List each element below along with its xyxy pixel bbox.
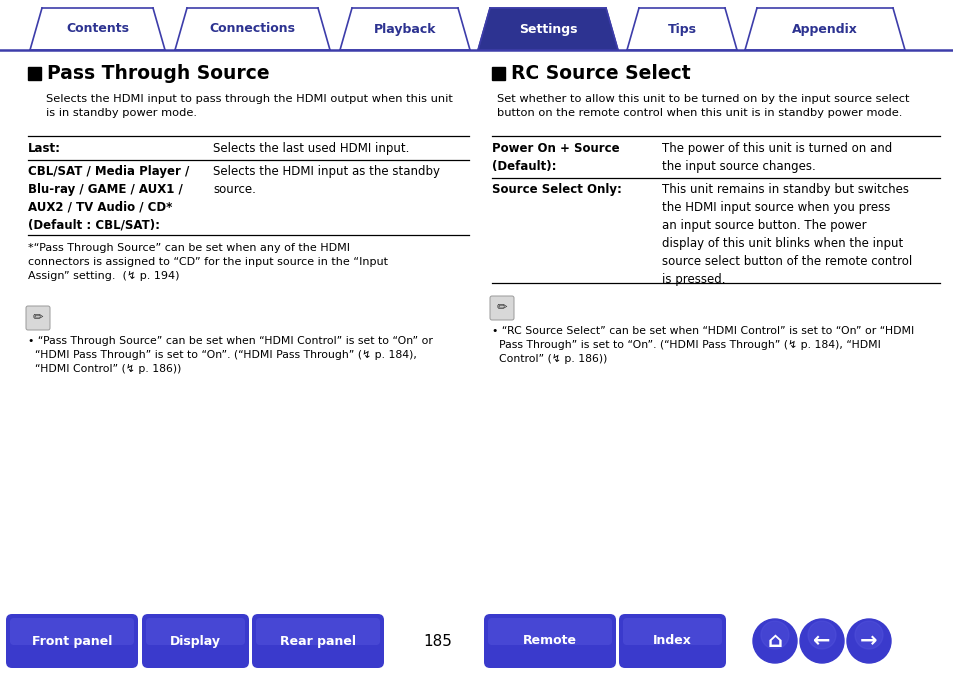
Circle shape xyxy=(846,619,890,663)
Text: This unit remains in standby but switches
the HDMI input source when you press
a: This unit remains in standby but switche… xyxy=(661,183,911,286)
FancyBboxPatch shape xyxy=(142,614,249,668)
Text: Source Select Only:: Source Select Only: xyxy=(492,183,621,196)
Text: Tips: Tips xyxy=(667,22,696,36)
Text: Front panel: Front panel xyxy=(31,635,112,647)
Circle shape xyxy=(760,621,788,649)
Text: ←: ← xyxy=(812,631,830,651)
Text: Selects the HDMI input as the standby
source.: Selects the HDMI input as the standby so… xyxy=(213,165,439,196)
Text: Connections: Connections xyxy=(210,22,295,36)
Circle shape xyxy=(807,621,835,649)
Polygon shape xyxy=(30,8,165,50)
Text: Remote: Remote xyxy=(522,635,577,647)
FancyBboxPatch shape xyxy=(488,618,612,645)
Text: Playback: Playback xyxy=(374,22,436,36)
Text: *“Pass Through Source” can be set when any of the HDMI
connectors is assigned to: *“Pass Through Source” can be set when a… xyxy=(28,243,388,281)
Text: Pass Through Source: Pass Through Source xyxy=(47,64,270,83)
Text: The power of this unit is turned on and
the input source changes.: The power of this unit is turned on and … xyxy=(661,142,891,173)
Text: Settings: Settings xyxy=(518,22,577,36)
FancyBboxPatch shape xyxy=(622,618,721,645)
Text: Set whether to allow this unit to be turned on by the input source select
button: Set whether to allow this unit to be tur… xyxy=(497,94,908,118)
FancyBboxPatch shape xyxy=(6,614,138,668)
Circle shape xyxy=(800,619,843,663)
Polygon shape xyxy=(477,8,618,50)
Text: Contents: Contents xyxy=(66,22,129,36)
FancyBboxPatch shape xyxy=(146,618,245,645)
Text: • “Pass Through Source” can be set when “HDMI Control” is set to “On” or
  “HDMI: • “Pass Through Source” can be set when … xyxy=(28,336,433,374)
Text: Rear panel: Rear panel xyxy=(280,635,355,647)
Text: Index: Index xyxy=(653,635,691,647)
Text: CBL/SAT / Media Player /
Blu-ray / GAME / AUX1 /
AUX2 / TV Audio / CD*
(Default : CBL/SAT / Media Player / Blu-ray / GAME … xyxy=(28,165,189,232)
FancyBboxPatch shape xyxy=(490,296,514,320)
Text: 185: 185 xyxy=(423,633,452,649)
FancyBboxPatch shape xyxy=(618,614,725,668)
Text: Selects the last used HDMI input.: Selects the last used HDMI input. xyxy=(213,142,409,155)
Text: Appendix: Appendix xyxy=(791,22,857,36)
Polygon shape xyxy=(174,8,330,50)
Text: Selects the HDMI input to pass through the HDMI output when this unit
is in stan: Selects the HDMI input to pass through t… xyxy=(46,94,453,118)
Polygon shape xyxy=(28,67,41,80)
FancyBboxPatch shape xyxy=(252,614,384,668)
FancyBboxPatch shape xyxy=(255,618,379,645)
Text: ⌂: ⌂ xyxy=(767,631,781,651)
Polygon shape xyxy=(492,67,504,80)
Text: Power On + Source
(Default):: Power On + Source (Default): xyxy=(492,142,619,173)
Text: • “RC Source Select” can be set when “HDMI Control” is set to “On” or “HDMI
  Pa: • “RC Source Select” can be set when “HD… xyxy=(492,326,913,364)
Text: ✏: ✏ xyxy=(32,312,43,324)
Text: Display: Display xyxy=(170,635,221,647)
Text: Last:: Last: xyxy=(28,142,61,155)
FancyBboxPatch shape xyxy=(483,614,616,668)
Polygon shape xyxy=(339,8,470,50)
FancyBboxPatch shape xyxy=(10,618,133,645)
FancyBboxPatch shape xyxy=(26,306,50,330)
Circle shape xyxy=(854,621,882,649)
Polygon shape xyxy=(744,8,904,50)
Text: →: → xyxy=(860,631,877,651)
Polygon shape xyxy=(626,8,737,50)
Text: ✏: ✏ xyxy=(497,302,507,314)
Text: RC Source Select: RC Source Select xyxy=(511,64,690,83)
Circle shape xyxy=(752,619,796,663)
